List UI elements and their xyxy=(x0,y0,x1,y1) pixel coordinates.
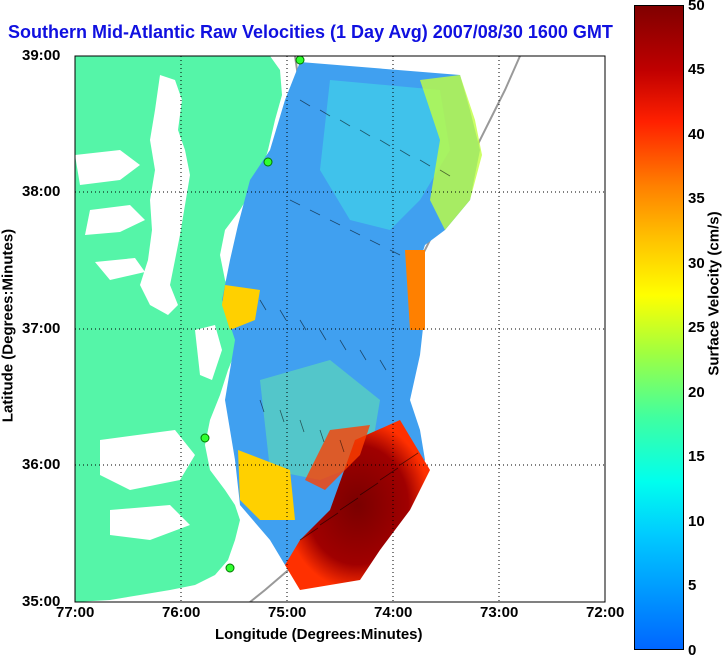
colorbar-tick: 15 xyxy=(688,448,705,465)
y-axis-label: Latitude (Degrees:Minutes) xyxy=(0,228,17,423)
x-tick: 74:00 xyxy=(374,604,413,621)
colorbar-tick: 10 xyxy=(688,513,705,530)
y-tick: 38:00 xyxy=(22,183,61,200)
chesapeake-bay xyxy=(140,75,190,315)
plot-frame xyxy=(74,55,606,603)
x-tick: 75:00 xyxy=(268,604,307,621)
x-axis-label: Longitude (Degrees:Minutes) xyxy=(215,626,423,643)
colorbar-tick: 25 xyxy=(688,319,705,336)
colorbar xyxy=(634,5,684,650)
colorbar-tick: 20 xyxy=(688,384,705,401)
colorbar-tick: 0 xyxy=(688,642,697,659)
y-tick: 36:00 xyxy=(22,456,61,473)
grid xyxy=(75,56,605,602)
colorbar-tick: 30 xyxy=(688,255,705,272)
y-tick: 37:00 xyxy=(22,320,61,337)
colorbar-tick: 45 xyxy=(688,61,705,78)
x-tick: 72:00 xyxy=(586,604,625,621)
y-tick: 39:00 xyxy=(22,47,61,64)
colorbar-tick: 35 xyxy=(688,190,705,207)
map-title: Southern Mid-Atlantic Raw Velocities (1 … xyxy=(8,22,613,42)
colorbar-tick: 40 xyxy=(688,126,705,143)
colorbar-tick: 5 xyxy=(688,577,697,594)
colorbar-tick: 50 xyxy=(688,0,705,14)
colorbar-label: Surface Velocity (cm/s) xyxy=(705,211,723,376)
x-tick: 73:00 xyxy=(480,604,519,621)
y-tick: 35:00 xyxy=(22,593,61,610)
x-tick: 76:00 xyxy=(162,604,201,621)
x-tick: 77:00 xyxy=(56,604,95,621)
